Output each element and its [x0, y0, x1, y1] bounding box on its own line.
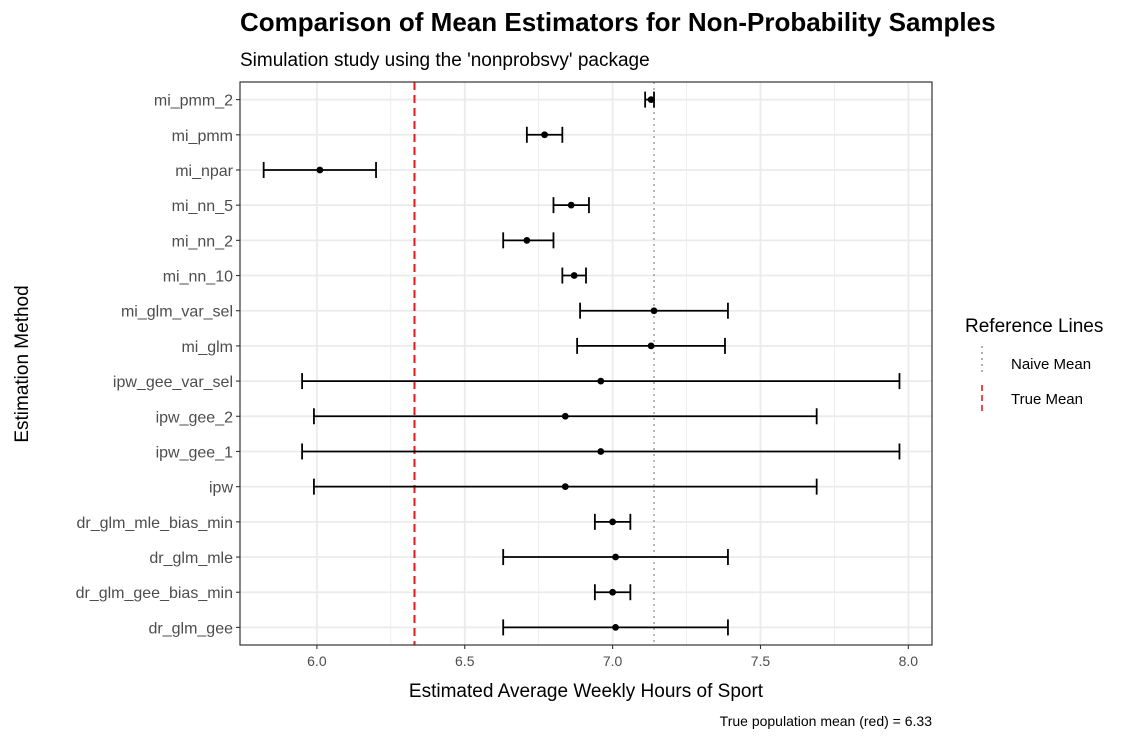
y-tick-label: mi_glm	[181, 339, 233, 356]
x-axis-ticks: 6.0 6.5 7.0 7.5 8.0	[307, 645, 918, 669]
point-mi_nn_10	[570, 272, 578, 279]
x-tick-label: 6.0	[307, 653, 327, 669]
point-mi_glm_var_sel	[650, 307, 658, 315]
point-mi_pmm_2	[647, 96, 655, 103]
legend: Reference Lines Naive Mean True Mean	[965, 316, 1103, 413]
x-axis-title: Estimated Average Weekly Hours of Sport	[409, 681, 764, 702]
point-dr_glm_gee_bias_min	[609, 588, 617, 596]
chart-subtitle: Simulation study using the 'nonprobsvy' …	[240, 50, 650, 71]
y-tick-label: ipw_gee_1	[156, 444, 234, 461]
y-tick-label: mi_npar	[175, 163, 233, 180]
y-tick-label: dr_glm_mle	[149, 550, 233, 567]
y-tick-label: mi_glm_var_sel	[121, 304, 233, 321]
y-axis-ticks: mi_pmm_2 mi_pmm mi_npar mi_nn_5 mi_nn_2 mi_nn…	[76, 93, 240, 637]
x-tick-label: 7.5	[751, 653, 771, 669]
legend-label-true-mean: True Mean	[1011, 391, 1083, 408]
y-tick-label: ipw	[209, 480, 233, 497]
y-tick-label: ipw_gee_var_sel	[113, 374, 233, 391]
reference-lines	[413, 82, 655, 645]
point-estimates	[316, 96, 658, 631]
x-tick-label: 6.5	[455, 653, 475, 669]
point-ipw_gee_2	[561, 412, 569, 420]
point-mi_glm	[647, 342, 655, 350]
point-ipw_gee_1	[597, 448, 605, 455]
y-tick-label: dr_glm_gee	[149, 620, 234, 637]
point-mi_pmm	[541, 131, 548, 139]
legend-label-naive-mean: Naive Mean	[1011, 356, 1091, 373]
y-tick-label: dr_glm_mle_bias_min	[76, 515, 233, 532]
point-dr_glm_gee	[612, 624, 619, 631]
panel-border	[239, 81, 933, 646]
error-bars	[262, 91, 901, 636]
chart-title: Comparison of Mean Estimators for Non-Pr…	[240, 7, 996, 37]
y-tick-label: mi_pmm	[172, 128, 233, 145]
y-tick-label: mi_nn_5	[172, 198, 233, 215]
x-tick-label: 8.0	[899, 653, 919, 669]
x-tick-label: 7.0	[603, 653, 623, 669]
point-mi_nn_2	[523, 236, 531, 244]
point-dr_glm_mle	[612, 553, 619, 561]
point-ipw_gee_var_sel	[597, 377, 605, 385]
y-tick-label: mi_nn_10	[163, 269, 233, 286]
point-mi_nn_5	[567, 201, 575, 209]
point-ipw	[561, 483, 569, 491]
y-tick-label: ipw_gee_2	[156, 409, 234, 426]
y-axis-title: Estimation Method	[12, 285, 33, 442]
point-mi_npar	[316, 166, 324, 174]
legend-title: Reference Lines	[965, 316, 1103, 337]
grid	[240, 82, 932, 645]
chart-caption: True population mean (red) = 6.33	[720, 713, 933, 729]
point-dr_glm_mle_bias_min	[609, 518, 617, 526]
y-tick-label: mi_nn_2	[172, 233, 233, 250]
y-tick-label: mi_pmm_2	[154, 93, 233, 110]
y-tick-label: dr_glm_gee_bias_min	[76, 585, 233, 602]
